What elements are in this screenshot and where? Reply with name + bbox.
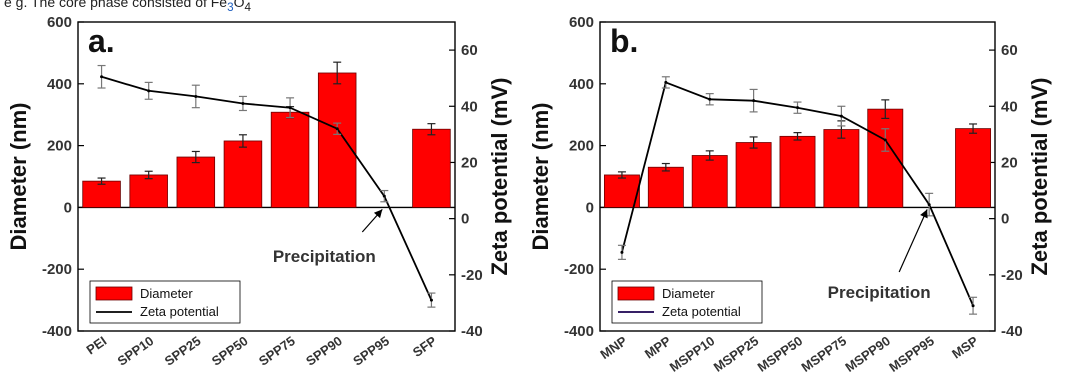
zeta-point (927, 203, 931, 207)
zeta-point (147, 89, 151, 93)
y2-tick-label: 0 (461, 211, 469, 228)
y2-tick-label: 20 (1001, 154, 1018, 171)
category-label: SPP75 (256, 333, 298, 369)
diameter-bar (223, 140, 263, 208)
zeta-point (796, 106, 799, 110)
zeta-potential-line (101, 75, 433, 301)
chart-panel-b: -400-2000200400600-40-200204060Diameter … (528, 14, 1052, 375)
diameter-bar (647, 166, 684, 208)
zeta-point (429, 298, 433, 302)
zeta-point (883, 138, 887, 142)
zeta-point (971, 304, 975, 308)
zeta-point (288, 106, 292, 110)
zeta-point (382, 194, 386, 198)
zeta-point (664, 80, 668, 84)
legend-label-diameter: Diameter (662, 286, 715, 301)
category-label: PEI (84, 333, 110, 357)
y2-axis-title: Zeta potential (mV) (1027, 77, 1052, 275)
category-label: MSPP50 (755, 333, 806, 375)
y-axis-title: Diameter (nm) (528, 103, 553, 251)
chart-panel-a: -400-2000200400600-40-200204060Diameter … (6, 14, 512, 369)
y2-tick-label: -20 (461, 267, 483, 284)
y-tick-label: -200 (42, 261, 72, 278)
diameter-bar (270, 111, 310, 208)
legend-label-diameter: Diameter (140, 286, 193, 301)
category-label: SPP90 (303, 333, 345, 369)
y-axis-title: Diameter (nm) (6, 103, 31, 251)
y-tick-label: -200 (564, 261, 594, 278)
zeta-point (752, 99, 756, 103)
zeta-point (100, 75, 104, 79)
y2-tick-label: 60 (1001, 42, 1018, 59)
legend-swatch-diameter (95, 286, 133, 301)
legend-swatch-diameter (617, 286, 655, 301)
panel-letter: b. (610, 23, 638, 59)
zeta-point (335, 127, 339, 131)
category-label: MSP (949, 333, 981, 362)
category-label: MSPP10 (667, 333, 718, 375)
plot-frame (599, 21, 996, 332)
category-label: MSPP75 (798, 333, 849, 375)
zeta-point (194, 94, 198, 98)
diameter-bar (779, 135, 816, 208)
y-tick-label: 600 (569, 14, 594, 31)
y2-tick-label: 0 (1001, 211, 1009, 228)
y-tick-label: 600 (47, 14, 72, 31)
category-label: MNP (597, 333, 630, 362)
panel-letter: a. (88, 23, 115, 59)
cropped-caption-text: e g. The core phase consisted of Fe3O4 (4, 0, 251, 14)
category-label: MPP (642, 333, 674, 362)
category-label: SPP10 (115, 333, 157, 369)
y2-axis-title: Zeta potential (mV) (487, 77, 512, 275)
y2-tick-label: -40 (1001, 323, 1023, 340)
zeta-point (708, 97, 712, 101)
y-tick-label: 200 (569, 138, 594, 155)
category-label: SFP (410, 333, 440, 360)
annotation-arrow (898, 209, 928, 273)
annotation-text: Precipitation (273, 247, 376, 266)
y2-tick-label: 40 (461, 98, 478, 115)
category-label: MSPP95 (886, 333, 937, 375)
legend-label-zeta: Zeta potential (662, 304, 741, 319)
annotation-text: Precipitation (828, 283, 931, 302)
y-tick-label: 200 (47, 138, 72, 155)
y2-tick-label: -40 (461, 323, 483, 340)
y-tick-label: 400 (569, 76, 594, 93)
category-label: MSPP90 (842, 333, 893, 375)
diameter-bar (176, 156, 216, 208)
diameter-bar (955, 128, 992, 208)
y2-tick-label: -20 (1001, 267, 1023, 284)
diameter-bar (82, 180, 121, 208)
category-label: SPP95 (350, 333, 392, 369)
diameter-bar (412, 128, 451, 208)
y2-tick-label: 20 (461, 154, 478, 171)
zeta-point (241, 101, 245, 105)
annotation-arrowhead (373, 209, 383, 219)
diameter-bar (129, 174, 168, 208)
diameter-bar (317, 72, 357, 208)
annotation-arrowhead (920, 209, 928, 219)
category-label: SPP50 (209, 333, 251, 369)
y-tick-label: 0 (586, 199, 594, 216)
diameter-bar (823, 129, 860, 208)
y-tick-label: -400 (42, 323, 72, 340)
y2-tick-label: 40 (1001, 98, 1018, 115)
diameter-bar (691, 155, 728, 208)
diameter-bar (735, 142, 772, 208)
category-label: MSPP25 (711, 333, 762, 375)
plot-frame (77, 21, 456, 332)
legend-label-zeta: Zeta potential (140, 304, 219, 319)
y-tick-label: 0 (64, 199, 72, 216)
y-tick-label: -400 (564, 323, 594, 340)
category-label: SPP25 (162, 333, 204, 369)
diameter-bar (603, 174, 640, 208)
zeta-point (839, 114, 843, 118)
y-tick-label: 400 (47, 76, 72, 93)
y2-tick-label: 60 (461, 42, 478, 59)
zeta-point (620, 250, 624, 254)
